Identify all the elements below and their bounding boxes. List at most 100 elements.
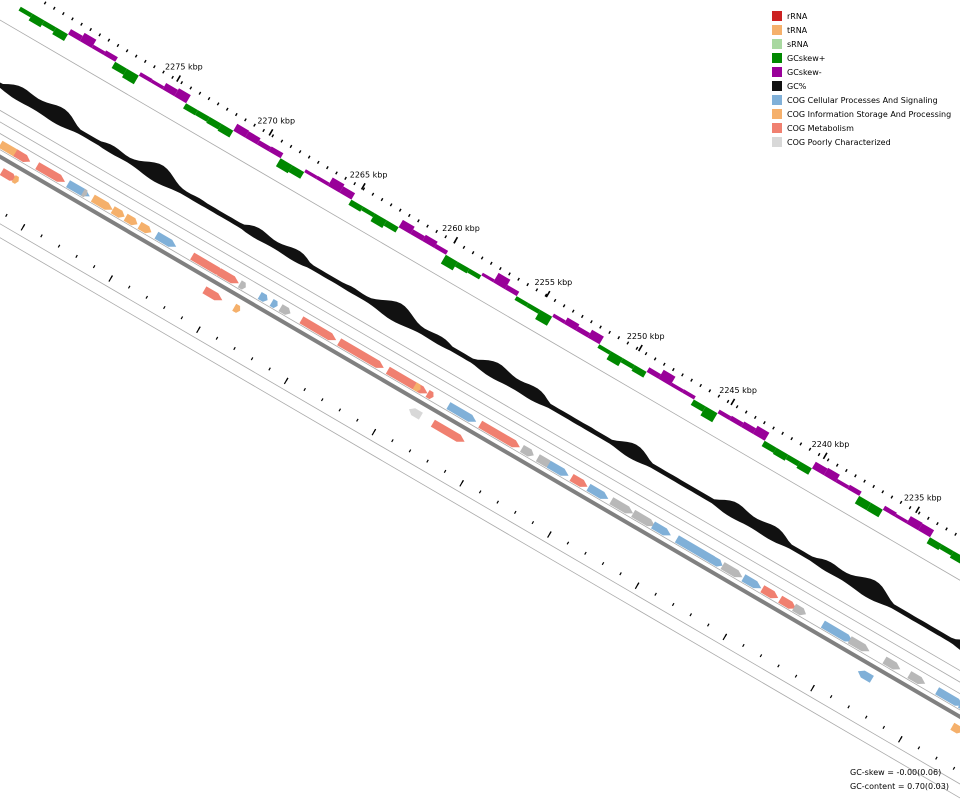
gcskew-negative-block bbox=[138, 72, 153, 83]
minor-tick bbox=[781, 431, 784, 435]
gcskew-positive-block bbox=[854, 495, 871, 511]
legend-swatch bbox=[772, 81, 782, 91]
gcskew-positive-block bbox=[18, 6, 33, 18]
gene-feature bbox=[11, 175, 19, 184]
gene-feature bbox=[957, 703, 960, 709]
legend-label: tRNA bbox=[787, 25, 808, 35]
minor-tick bbox=[799, 442, 803, 446]
legend-label: GC% bbox=[787, 81, 807, 91]
minor-tick bbox=[380, 197, 384, 202]
inner-minor-tick bbox=[356, 418, 359, 422]
minor-tick bbox=[790, 436, 794, 441]
gene-feature bbox=[708, 555, 723, 567]
minor-tick bbox=[89, 27, 93, 32]
minor-tick bbox=[644, 351, 648, 356]
gcskew-positive-block bbox=[217, 123, 234, 138]
gene-feature bbox=[337, 338, 384, 368]
inner-major-tick bbox=[196, 326, 201, 334]
minor-tick bbox=[544, 293, 548, 297]
gene-feature bbox=[232, 303, 241, 313]
minor-tick bbox=[899, 500, 903, 505]
minor-tick bbox=[735, 405, 739, 409]
gcskew-positive-block bbox=[772, 447, 789, 461]
tick-label: 2260 kbp bbox=[442, 224, 480, 233]
backbone bbox=[0, 154, 960, 720]
gcskew-negative-block bbox=[646, 367, 662, 379]
minor-tick bbox=[863, 479, 866, 483]
minor-tick bbox=[189, 86, 193, 90]
gcskew-negative-block bbox=[682, 389, 696, 400]
inner-minor-tick bbox=[759, 654, 763, 658]
minor-tick bbox=[426, 224, 429, 228]
legend-label: COG Poorly Characterized bbox=[787, 137, 891, 147]
legend-item: COG Metabolism bbox=[772, 121, 951, 135]
gcskew-negative-block bbox=[91, 44, 106, 55]
gcskew-negative-block bbox=[162, 83, 178, 97]
gcskew-positive-block bbox=[41, 20, 57, 32]
major-tick bbox=[176, 75, 182, 82]
inner-minor-tick bbox=[92, 264, 96, 269]
minor-tick bbox=[143, 59, 147, 64]
inner-minor-tick bbox=[303, 387, 306, 392]
legend-swatch bbox=[772, 123, 782, 133]
gcskew-negative-block bbox=[398, 219, 415, 235]
legend-swatch bbox=[772, 53, 782, 63]
minor-tick bbox=[462, 245, 466, 250]
legend-swatch bbox=[772, 39, 782, 49]
inner-minor-tick bbox=[426, 459, 429, 463]
gene-feature bbox=[907, 671, 926, 684]
gcskew-positive-block bbox=[288, 165, 305, 179]
minor-tick bbox=[599, 325, 602, 329]
inner-minor-tick bbox=[619, 572, 622, 576]
inner-major-tick bbox=[810, 684, 815, 692]
inner-minor-tick bbox=[75, 254, 78, 258]
gcskew-negative-block bbox=[410, 229, 425, 241]
minor-tick bbox=[499, 266, 502, 271]
gene-feature bbox=[409, 408, 423, 420]
gcskew-negative-block bbox=[256, 140, 272, 152]
gcskew-negative-block bbox=[327, 177, 345, 193]
gcskew-negative-block bbox=[575, 326, 591, 338]
minor-tick bbox=[608, 330, 611, 335]
gene-feature bbox=[35, 162, 65, 182]
ring-line bbox=[0, 133, 960, 695]
minor-tick bbox=[580, 314, 584, 319]
inner-minor-tick bbox=[935, 756, 938, 760]
gcskew-negative-block bbox=[434, 244, 449, 255]
inner-minor-tick bbox=[443, 469, 447, 473]
gcskew-negative-block bbox=[906, 516, 923, 531]
gcskew-positive-block bbox=[195, 110, 210, 122]
minor-tick bbox=[298, 150, 302, 154]
legend-item: sRNA bbox=[772, 37, 951, 51]
gcskew-positive-block bbox=[122, 68, 139, 85]
minor-tick bbox=[489, 261, 493, 265]
minor-tick bbox=[808, 447, 812, 451]
inner-major-tick bbox=[634, 582, 640, 590]
ring-line bbox=[0, 223, 960, 785]
minor-tick bbox=[371, 192, 375, 196]
gene-feature bbox=[820, 620, 853, 642]
inner-minor-tick bbox=[952, 766, 956, 770]
minor-tick bbox=[162, 70, 165, 74]
gcskew-negative-block bbox=[339, 186, 356, 200]
legend-label: sRNA bbox=[787, 39, 809, 49]
major-tick bbox=[822, 452, 828, 460]
gcskew-positive-block bbox=[52, 27, 68, 41]
inner-minor-tick bbox=[671, 602, 675, 607]
legend-item: GC% bbox=[772, 79, 951, 93]
inner-minor-tick bbox=[864, 715, 868, 719]
minor-tick bbox=[417, 219, 420, 223]
major-tick bbox=[268, 128, 274, 136]
legend-swatch bbox=[772, 137, 782, 147]
inner-minor-tick bbox=[338, 408, 342, 412]
gcskew-positive-block bbox=[597, 344, 612, 355]
gene-feature bbox=[425, 390, 434, 400]
gene-feature bbox=[278, 304, 291, 315]
gene-ring bbox=[0, 140, 960, 734]
gcskew-positive-block bbox=[467, 268, 482, 280]
minor-tick bbox=[389, 203, 393, 207]
inner-minor-tick bbox=[233, 346, 236, 351]
inner-minor-tick bbox=[794, 674, 798, 678]
gene-feature bbox=[137, 221, 152, 234]
